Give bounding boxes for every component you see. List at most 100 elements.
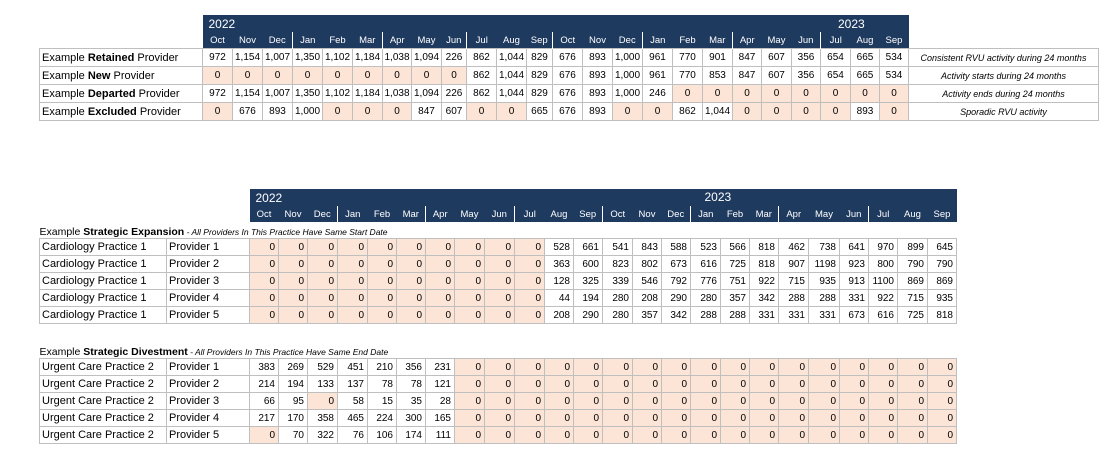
value-cell: 15 xyxy=(367,392,397,410)
value-cell: 0 xyxy=(202,66,233,85)
value-cell: 0 xyxy=(632,392,662,410)
value-cell: 0 xyxy=(868,392,898,410)
value-cell: 0 xyxy=(484,289,515,307)
value-cell: 0 xyxy=(927,358,957,376)
value-cell: 899 xyxy=(897,238,928,256)
divestment-row: Urgent Care Practice 2 Provider 5 0 70 322 76… xyxy=(39,426,957,444)
value-cell: 818 xyxy=(749,238,779,256)
value-cell: 1,000 xyxy=(612,48,643,67)
value-cell: 0 xyxy=(868,358,898,376)
value-cell: 893 xyxy=(262,102,293,121)
value-cell: 972 xyxy=(202,48,233,67)
value-cell: 0 xyxy=(839,392,869,410)
value-cell: 1,102 xyxy=(322,84,353,103)
value-cell: 0 xyxy=(484,306,515,324)
value-cell: 0 xyxy=(425,272,455,290)
value-cell: 0 xyxy=(632,358,662,376)
header-spacer xyxy=(40,189,250,206)
value-cell: 0 xyxy=(749,392,779,410)
month-header: Sep xyxy=(927,206,957,222)
value-cell: 1,038 xyxy=(382,48,412,67)
value-cell: 0 xyxy=(307,272,338,290)
value-cell: 802 xyxy=(632,255,662,273)
label-prefix: Example xyxy=(42,87,88,100)
value-cell: 654 xyxy=(820,48,851,67)
value-cell: 0 xyxy=(202,102,233,121)
label-prefix: Example xyxy=(42,69,88,82)
value-cell: 0 xyxy=(514,409,545,427)
value-cell: 0 xyxy=(484,375,515,393)
value-cell: 66 xyxy=(249,392,279,410)
value-cell: 1,094 xyxy=(411,84,442,103)
year-label-right: 2023 xyxy=(838,16,865,31)
value-cell: 893 xyxy=(582,48,613,67)
value-cell: 0 xyxy=(411,66,442,85)
value-cell: 0 xyxy=(337,272,368,290)
label-suffix: Provider xyxy=(136,105,181,118)
value-cell: 0 xyxy=(278,238,308,256)
value-cell: 922 xyxy=(749,272,779,290)
value-cell: 165 xyxy=(425,409,455,427)
value-cell: 607 xyxy=(761,48,792,67)
value-cell: 0 xyxy=(761,102,792,121)
value-cell: 0 xyxy=(307,306,338,324)
value-cell: 451 xyxy=(337,358,368,376)
month-header: Nov xyxy=(632,206,662,222)
value-cell: 356 xyxy=(396,358,426,376)
value-cell: 217 xyxy=(249,409,279,427)
month-header: Oct xyxy=(602,206,633,222)
value-cell: 862 xyxy=(672,102,703,121)
month-header: Apr xyxy=(382,32,412,49)
value-cell: 862 xyxy=(466,84,497,103)
value-cell: 0 xyxy=(778,358,809,376)
year-header-row: 2022 2023 xyxy=(40,189,957,206)
value-cell: 0 xyxy=(808,409,840,427)
provider-row: Example Excluded Provider 0 676 893 1,000 0 0 0… xyxy=(39,102,1099,121)
value-cell: 607 xyxy=(761,66,792,85)
practice-name: Urgent Care Practice 2 xyxy=(39,392,167,410)
value-cell: 288 xyxy=(690,306,721,324)
value-cell: 0 xyxy=(484,272,515,290)
provider-name: Provider 2 xyxy=(166,375,250,393)
value-cell: 339 xyxy=(602,272,633,290)
value-cell: 208 xyxy=(544,306,574,324)
value-cell: 0 xyxy=(720,426,750,444)
month-header: Jan xyxy=(642,32,673,49)
value-cell: 641 xyxy=(839,238,869,256)
value-cell: 790 xyxy=(897,255,928,273)
divestment-row: Urgent Care Practice 2 Provider 1 383 269 52… xyxy=(39,358,957,376)
row-note: Sporadic RVU activity xyxy=(908,102,1099,121)
month-header: Feb xyxy=(720,206,750,222)
value-cell: 0 xyxy=(278,306,308,324)
value-cell: 725 xyxy=(720,255,750,273)
value-cell: 893 xyxy=(582,84,613,103)
value-cell: 0 xyxy=(778,392,809,410)
value-cell: 738 xyxy=(808,238,840,256)
value-cell: 588 xyxy=(661,238,691,256)
value-cell: 0 xyxy=(307,392,338,410)
provider-examples-block: 2022 2023 Oct Nov Dec Jan Feb Mar Apr May Jun Jul Au… xyxy=(39,15,1099,121)
value-cell: 0 xyxy=(839,409,869,427)
value-cell: 288 xyxy=(720,306,750,324)
value-cell: 665 xyxy=(526,102,553,121)
value-cell: 357 xyxy=(632,306,662,324)
value-cell: 0 xyxy=(454,392,485,410)
value-cell: 0 xyxy=(396,255,426,273)
value-cell: 935 xyxy=(808,272,840,290)
title-subtitle: - All Providers In This Practice Have Sa… xyxy=(184,227,388,237)
value-cell: 70 xyxy=(278,426,308,444)
value-cell: 0 xyxy=(307,289,338,307)
value-cell: 0 xyxy=(602,375,633,393)
value-cell: 0 xyxy=(749,409,779,427)
value-cell: 322 xyxy=(307,426,338,444)
title-prefix: Example xyxy=(39,346,84,358)
value-cell: 0 xyxy=(337,306,368,324)
label-type: Excluded xyxy=(87,105,137,118)
provider-label: Example New Provider xyxy=(39,66,203,85)
month-header: Nov xyxy=(582,32,613,49)
value-cell: 280 xyxy=(690,289,721,307)
value-cell: 0 xyxy=(367,289,397,307)
value-cell: 0 xyxy=(425,306,455,324)
expansion-title-row: Example Strategic Expansion - All Provid… xyxy=(40,222,957,239)
year-label-2022: 2022 2023 xyxy=(202,15,909,32)
